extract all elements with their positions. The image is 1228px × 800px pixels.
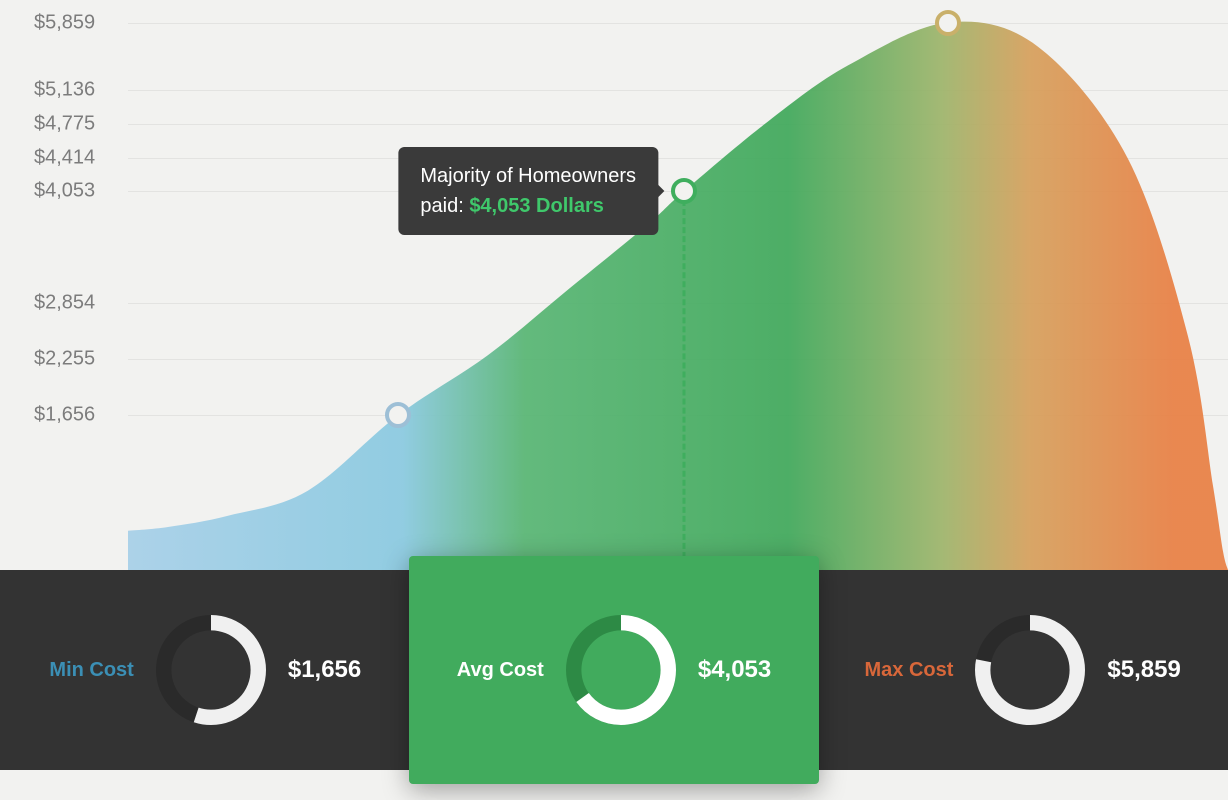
y-axis-tick: $1,656 (0, 404, 128, 427)
cost-value-max: $5,859 (1107, 656, 1180, 684)
marker-max (935, 10, 961, 36)
y-axis-tick: $4,414 (0, 146, 128, 169)
marker-min (385, 402, 411, 428)
cost-value-min: $1,656 (288, 656, 361, 684)
avg-drop-line (683, 191, 686, 576)
avg-tooltip: Majority of Homeownerspaid: $4,053 Dolla… (398, 147, 658, 235)
cost-card-min: Min Cost $1,656 (0, 570, 411, 770)
cost-summary-row: Min Cost $1,656 Avg Cost $4,053 Max Cost $5,8… (0, 570, 1228, 770)
area-curve (128, 0, 1228, 570)
cost-value-avg: $4,053 (698, 656, 771, 684)
y-axis-tick: $5,859 (0, 11, 128, 34)
y-axis: $5,859 $5,136 $4,775 $4,414 $4,053 $2,854 $2,2… (0, 0, 128, 570)
cost-distribution-chart: $5,859 $5,136 $4,775 $4,414 $4,053 $2,854 $2,2… (0, 0, 1228, 800)
cost-card-max: Max Cost $5,859 (817, 570, 1228, 770)
cost-label-avg: Avg Cost (457, 659, 544, 682)
cost-label-max: Max Cost (865, 659, 954, 682)
y-axis-tick: $4,775 (0, 112, 128, 135)
donut-avg (566, 615, 676, 725)
marker-avg (671, 178, 697, 204)
y-axis-tick: $5,136 (0, 79, 128, 102)
tooltip-line-2: paid: $4,053 Dollars (420, 191, 636, 221)
cost-label-min: Min Cost (49, 659, 133, 682)
donut-max (975, 615, 1085, 725)
tooltip-value: $4,053 Dollars (469, 195, 604, 217)
y-axis-tick: $4,053 (0, 180, 128, 203)
plot-area: Majority of Homeownerspaid: $4,053 Dolla… (128, 0, 1228, 570)
tooltip-line-1: Majority of Homeowners (420, 161, 636, 191)
donut-min (156, 615, 266, 725)
y-axis-tick: $2,255 (0, 348, 128, 371)
y-axis-tick: $2,854 (0, 292, 128, 315)
cost-card-avg: Avg Cost $4,053 (409, 556, 820, 784)
